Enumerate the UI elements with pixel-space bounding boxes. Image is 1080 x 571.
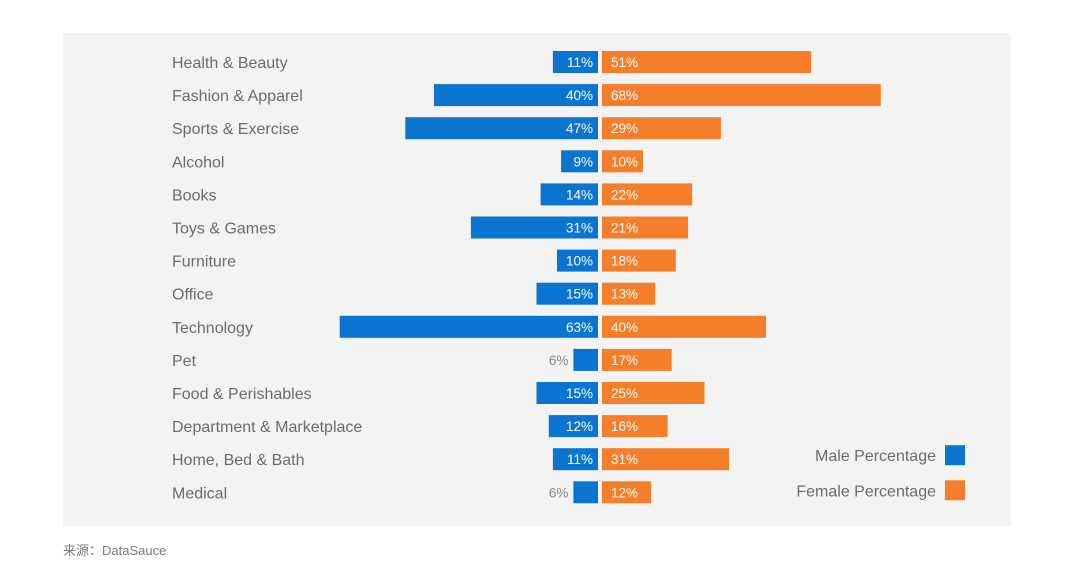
diverging-bar-chart: Health & Beauty 11% 51% Fashion & Apparel 40…: [172, 51, 965, 504]
female-bar: [602, 150, 643, 173]
legend-female-swatch: [945, 480, 965, 501]
female-bar: [602, 84, 881, 107]
category-label: Pet: [172, 353, 197, 370]
category-label: Home, Bed & Bath: [172, 452, 305, 469]
female-value-label: 10%: [611, 154, 638, 169]
legend-male-swatch: [945, 445, 965, 466]
female-bar: [602, 216, 689, 239]
female-value-label: 40%: [611, 320, 638, 335]
female-value-label: 31%: [611, 452, 638, 467]
male-bar: [405, 117, 598, 140]
female-bar: [602, 249, 676, 272]
male-bar: [552, 448, 598, 471]
category-label: Fashion & Apparel: [172, 88, 303, 105]
male-bar: [536, 282, 598, 305]
male-bar: [434, 84, 598, 107]
male-value-label: 15%: [566, 386, 593, 401]
male-value-label: 31%: [566, 221, 593, 236]
female-value-label: 18%: [611, 254, 638, 269]
legend-male-label: Male Percentage: [815, 448, 936, 465]
male-bar: [552, 51, 598, 73]
female-value-label: 25%: [611, 386, 638, 401]
female-value-label: 13%: [611, 287, 638, 302]
male-bar: [561, 150, 598, 173]
male-value-label: 9%: [573, 154, 593, 169]
female-bar: [602, 117, 721, 140]
category-label: Office: [172, 287, 214, 304]
category-label: Food & Perishables: [172, 386, 312, 403]
chart-panel: Health & Beauty 11% 51% Fashion & Apparel 40…: [63, 33, 1011, 526]
male-value-label: 11%: [567, 55, 593, 70]
male-value-label: 6%: [549, 485, 569, 500]
female-bar: [602, 315, 766, 338]
male-bar: [573, 481, 598, 504]
male-bar: [573, 348, 598, 371]
male-value-label: 15%: [566, 287, 593, 302]
male-bar: [339, 315, 598, 338]
legend-female-label: Female Percentage: [796, 483, 936, 500]
category-label: Furniture: [172, 254, 236, 271]
female-value-label: 22%: [611, 187, 638, 202]
female-bar: [602, 183, 693, 206]
female-bar: [602, 282, 656, 305]
category-label: Department & Marketplace: [172, 419, 362, 436]
female-value-label: 68%: [611, 88, 638, 103]
category-label: Health & Beauty: [172, 55, 288, 72]
category-label: Books: [172, 187, 216, 204]
male-bar: [557, 249, 598, 272]
male-value-label: 11%: [567, 452, 593, 467]
male-value-label: 10%: [566, 254, 593, 269]
category-label: Sports & Exercise: [172, 121, 299, 138]
male-value-label: 6%: [549, 353, 569, 368]
male-bar: [548, 415, 598, 438]
source-note: 来源：DataSauce: [63, 543, 167, 558]
male-bar: [536, 382, 598, 404]
male-value-label: 47%: [566, 121, 593, 136]
female-value-label: 29%: [611, 121, 638, 136]
female-bar: [602, 382, 705, 404]
female-value-label: 21%: [611, 221, 638, 236]
female-value-label: 12%: [611, 485, 638, 500]
category-label: Toys & Games: [172, 221, 276, 238]
category-label: Medical: [172, 485, 227, 502]
female-bar: [602, 348, 672, 371]
female-value-label: 17%: [611, 353, 638, 368]
female-bar: [602, 448, 730, 471]
category-label: Technology: [172, 320, 253, 337]
male-bar: [470, 216, 598, 239]
female-value-label: 51%: [611, 55, 638, 70]
male-value-label: 12%: [566, 419, 593, 434]
female-bar: [602, 51, 812, 73]
female-bar: [602, 481, 652, 504]
male-value-label: 14%: [566, 187, 593, 202]
male-value-label: 63%: [566, 320, 593, 335]
female-bar: [602, 415, 668, 438]
category-label: Alcohol: [172, 154, 224, 171]
male-bar: [540, 183, 598, 206]
male-value-label: 40%: [566, 88, 593, 103]
female-value-label: 16%: [611, 419, 638, 434]
